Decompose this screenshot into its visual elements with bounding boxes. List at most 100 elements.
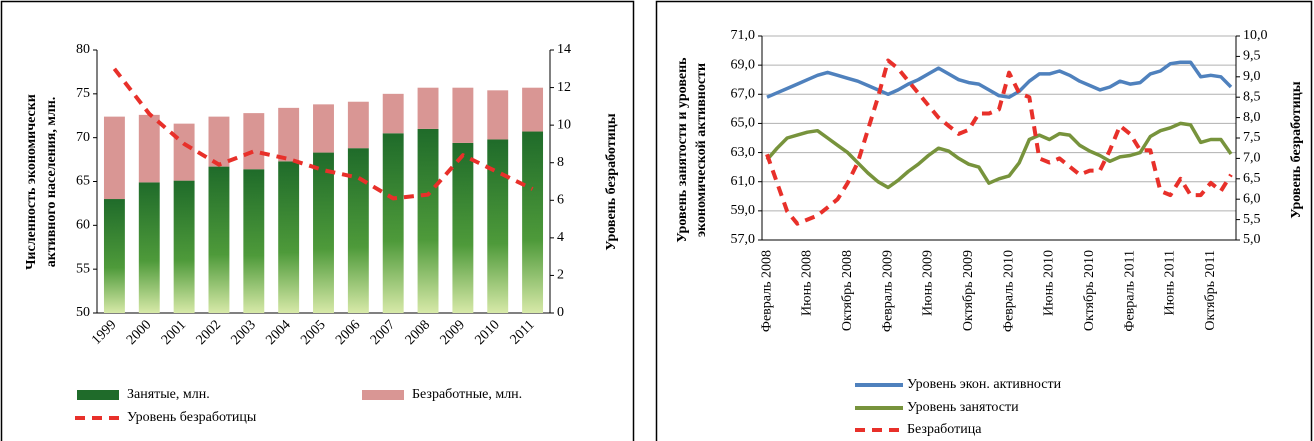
bar [173, 180, 195, 313]
bar [522, 87, 544, 132]
bar [382, 93, 404, 134]
x-tick-label: Февраль 2009 [880, 250, 895, 332]
x-tick-label: Июнь 2010 [1042, 250, 1057, 316]
x-tick-label: Февраль 2010 [1001, 250, 1016, 332]
bar [313, 104, 334, 153]
y2-tick-label: 0 [557, 305, 564, 320]
legend-label: Безработица [907, 422, 982, 437]
y2-tick-label: 9,0 [1243, 69, 1261, 84]
y-tick-label: 60 [76, 218, 90, 233]
x-tick-label: Октябрь 2010 [1082, 250, 1097, 331]
bar [103, 116, 125, 200]
y2-tick-label: 10,0 [1243, 28, 1268, 43]
y-tick-label: 63,0 [731, 145, 756, 160]
y2-tick-label: 10 [557, 117, 571, 132]
x-tick-label: 2000 [124, 317, 154, 347]
legend-label: Занятые, млн. [127, 387, 210, 402]
y2-tick-label: 6,5 [1243, 171, 1261, 186]
y-axis-title: активного населения, млн. [44, 97, 59, 268]
y2-tick-label: 5,0 [1243, 232, 1261, 247]
bar [417, 87, 439, 129]
x-tick-label: Февраль 2008 [759, 250, 774, 332]
x-tick-label: Июнь 2008 [800, 250, 815, 316]
bar [208, 116, 230, 167]
y-axis-title: экономической активности [694, 63, 709, 237]
y-tick-label: 59,0 [731, 203, 756, 218]
legend-label: Уровень экон. активности [907, 377, 1062, 392]
panel-frame [0, 0, 635, 441]
x-tick-label: 2006 [333, 317, 363, 347]
x-tick-label: Октябрь 2011 [1203, 250, 1218, 331]
y2-tick-label: 8,0 [1243, 110, 1261, 125]
bar [417, 128, 439, 313]
bar [452, 142, 474, 313]
y2-tick-label: 9,5 [1243, 49, 1261, 64]
y-tick-label: 65 [76, 174, 90, 189]
y2-tick-label: 8,5 [1243, 89, 1261, 104]
bar [347, 101, 369, 149]
line-series [112, 67, 534, 201]
x-tick-label: 2010 [472, 317, 502, 347]
y-tick-label: 65,0 [731, 116, 756, 131]
y-tick-label: 70 [76, 130, 90, 145]
x-tick-label: 2004 [263, 317, 293, 347]
x-tick-label: 2001 [159, 317, 189, 347]
panel-frame [655, 0, 1313, 441]
bar [487, 90, 509, 140]
x-tick-label: 2003 [229, 317, 259, 347]
x-tick-label: Июнь 2009 [921, 250, 936, 316]
y2-tick-label: 12 [557, 80, 571, 95]
legend-label: Безработные, млн. [412, 387, 522, 402]
x-tick-label: 2011 [508, 317, 538, 347]
y-tick-label: 55 [76, 261, 90, 276]
x-tick-label: 2008 [403, 317, 433, 347]
y-tick-label: 67,0 [731, 87, 756, 102]
legend-label: Уровень безработицы [127, 410, 257, 425]
bar [103, 199, 125, 313]
y2-tick-label: 14 [557, 42, 571, 57]
y-tick-label: 61,0 [731, 174, 756, 189]
y-axis-title: Уровень занятости и уровень [675, 57, 690, 243]
y2-tick-label: 8 [557, 155, 564, 170]
bar [347, 148, 369, 313]
x-tick-label: 1999 [89, 317, 119, 347]
y-tick-label: 69,0 [731, 57, 756, 72]
legend-label: Уровень занятости [907, 400, 1019, 415]
bar [382, 133, 404, 313]
y2-tick-label: 6,0 [1243, 191, 1261, 206]
bar [138, 114, 160, 183]
y-tick-label: 80 [76, 42, 90, 57]
y-tick-label: 75 [76, 86, 90, 101]
x-tick-label: Октябрь 2009 [961, 250, 976, 331]
line-series [765, 58, 1233, 226]
bar [208, 166, 230, 313]
bar [313, 152, 334, 313]
x-tick-label: Июнь 2011 [1163, 250, 1178, 315]
bar [452, 87, 474, 143]
x-tick-label: 2002 [194, 317, 224, 347]
line-series [766, 60, 1233, 99]
legend-swatch [362, 390, 404, 400]
bar [243, 113, 265, 170]
bar [173, 123, 195, 181]
bar [487, 139, 509, 313]
legend-swatch [77, 390, 119, 400]
x-tick-label: Февраль 2011 [1122, 250, 1137, 332]
bar [138, 182, 160, 313]
y2-tick-label: 6 [557, 193, 564, 208]
y2-tick-label: 5,5 [1243, 212, 1261, 227]
bar [278, 107, 300, 162]
y2-axis-title: Уровень безработицы [604, 113, 619, 250]
y2-tick-label: 7,0 [1243, 151, 1261, 166]
y-tick-label: 50 [76, 305, 90, 320]
y-tick-label: 57,0 [731, 232, 756, 247]
y2-tick-label: 7,5 [1243, 130, 1261, 145]
bar [278, 161, 300, 313]
x-tick-label: 2009 [438, 317, 468, 347]
y2-tick-label: 2 [557, 268, 564, 283]
line-series [765, 121, 1233, 190]
y2-tick-label: 4 [557, 230, 564, 245]
bar [243, 169, 265, 313]
y-tick-label: 71,0 [731, 28, 756, 43]
